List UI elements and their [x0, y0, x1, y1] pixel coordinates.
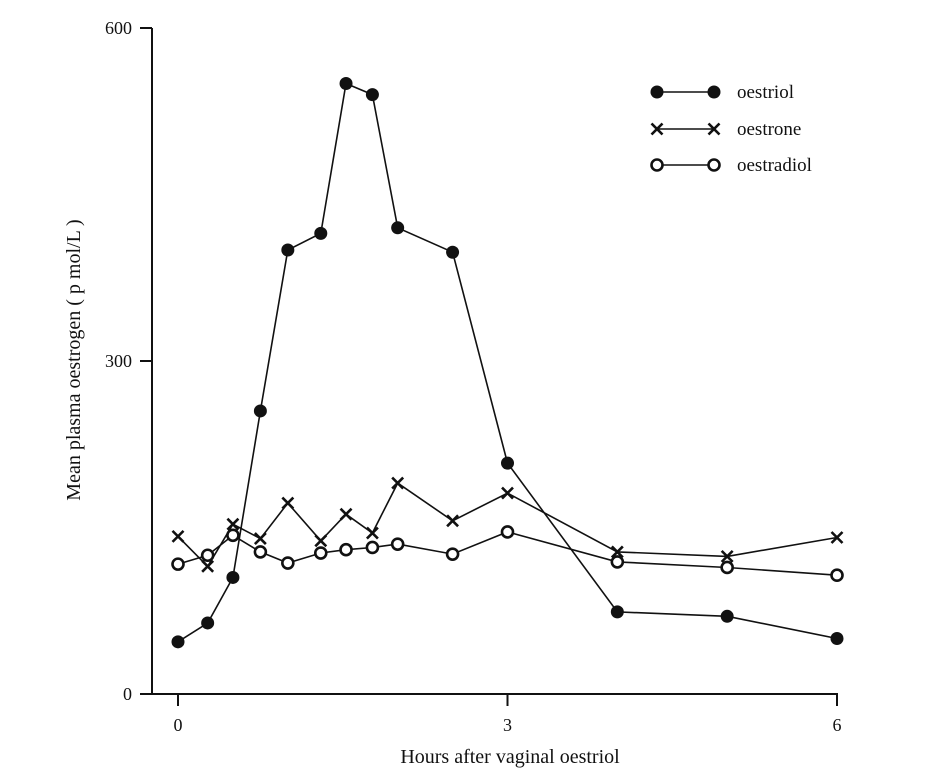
legend-label: oestrone [737, 119, 801, 140]
ticks: 0 300 600 0 3 6 [105, 18, 842, 735]
oestrone-point [830, 531, 844, 544]
series-layer [171, 77, 844, 649]
y-tick-label: 0 [123, 684, 132, 704]
series-oestrone [171, 476, 844, 573]
axes [151, 28, 838, 695]
oestradiol-point [445, 547, 460, 561]
oestrone-point [365, 526, 379, 540]
oestrone-point [281, 496, 295, 510]
legend-marker [707, 85, 721, 99]
oestrone-point [339, 507, 353, 521]
oestriol-point [253, 404, 267, 418]
oestradiol-point [720, 560, 734, 575]
legend: oestriol oestrone oestradiol [650, 82, 812, 176]
oestriol-point [201, 616, 215, 630]
y-axis-title: Mean plasma oestrogen ( p mol/L ) [63, 219, 85, 500]
oestriol-point [720, 609, 734, 623]
legend-label: oestriol [737, 82, 794, 103]
legend-item-oestrone: oestrone [650, 119, 801, 140]
oestradiol-point [390, 537, 405, 551]
oestriol-point [226, 570, 240, 584]
oestrone-point [314, 534, 328, 548]
oestrone-point [501, 486, 514, 500]
oestradiol-point [171, 557, 185, 571]
oestrone-point [720, 549, 734, 563]
series-oestradiol [171, 525, 844, 583]
oestriol-point [365, 88, 379, 102]
oestriol-point [314, 226, 328, 240]
oestradiol-point [365, 540, 380, 555]
oestradiol-point [500, 525, 515, 539]
oestradiol-point [830, 568, 844, 583]
oestriol-point [171, 635, 185, 649]
oestradiol-point [281, 556, 295, 570]
x-tick-label: 3 [503, 715, 512, 735]
oestriol-point [610, 605, 624, 619]
oestradiol-point [610, 555, 625, 569]
x-axis-title: Hours after vaginal oestriol [400, 746, 620, 768]
legend-marker [707, 158, 721, 172]
oestradiol-point [253, 545, 268, 559]
legend-label: oestradiol [737, 155, 812, 176]
oestradiol-point [226, 528, 240, 543]
oestriol-point [339, 77, 353, 90]
oestriol-point [281, 243, 295, 257]
legend-marker [707, 122, 721, 136]
x-tick-label: 6 [833, 715, 842, 735]
x-tick-label: 0 [174, 715, 183, 735]
oestrone-point [171, 529, 185, 543]
oestrone-point [446, 514, 460, 528]
oestrone-point [226, 517, 240, 531]
oestriol-point [446, 245, 460, 259]
oestrone-point [391, 476, 405, 490]
oestrone-line [177, 481, 838, 568]
oestradiol-point [313, 546, 328, 560]
oestriol-point [830, 632, 844, 645]
y-tick-label: 300 [105, 351, 132, 371]
legend-marker [650, 158, 664, 172]
oestriol-point [501, 456, 514, 470]
oestriol-point [391, 221, 405, 235]
legend-item-oestriol: oestriol [650, 82, 794, 103]
oestriol-line [177, 82, 838, 643]
oestrone-point [610, 545, 624, 559]
series-oestriol [171, 77, 844, 649]
oestrone-point [201, 559, 215, 573]
legend-marker [650, 122, 664, 136]
legend-marker [650, 85, 664, 99]
y-tick-label: 600 [105, 18, 132, 38]
oestradiol-point [200, 548, 215, 563]
oestradiol-point [339, 542, 353, 557]
oestrone-point [253, 532, 267, 546]
legend-item-oestradiol: oestradiol [650, 155, 812, 176]
